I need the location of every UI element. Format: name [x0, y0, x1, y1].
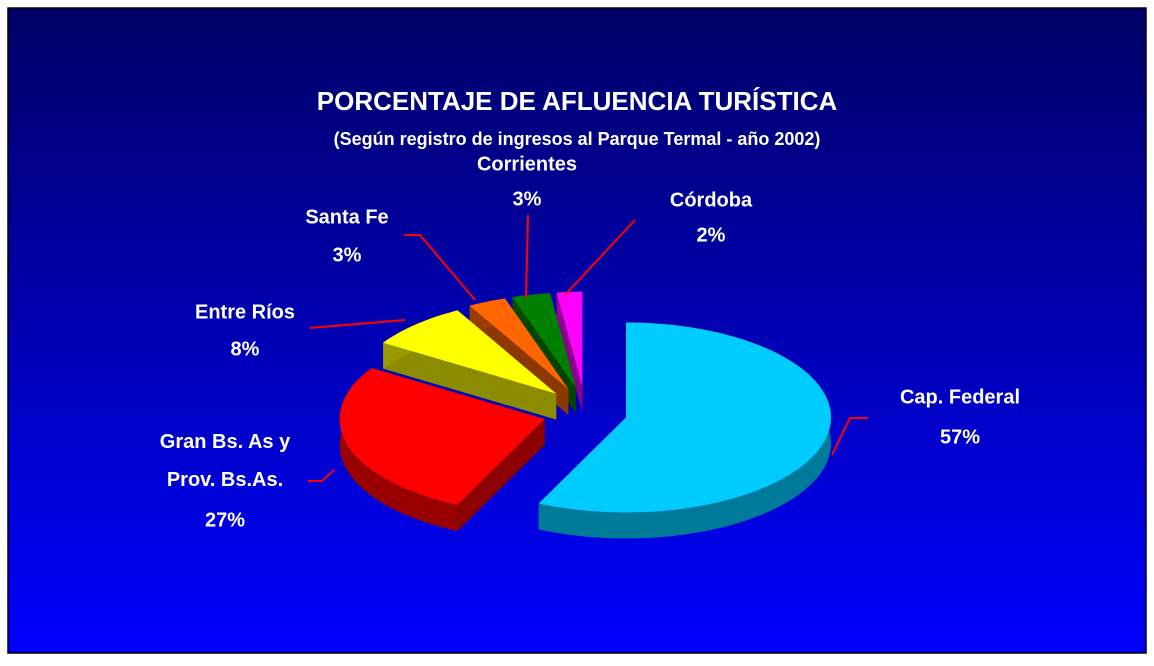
slice-label: Corrientes [477, 153, 577, 175]
slice-top [556, 291, 583, 387]
leader-line [525, 214, 529, 299]
value-label: 3% [333, 244, 362, 266]
pie-slice [339, 368, 545, 531]
label-line: Prov. Bs.As. [167, 469, 283, 491]
leader-line [831, 417, 868, 456]
slice-wall [556, 292, 583, 413]
slice-top [512, 293, 576, 388]
pie-slice [556, 291, 583, 413]
pie-slice [538, 322, 831, 539]
chart-subtitle: (Según registro de ingresos al Parque Te… [334, 129, 821, 149]
slice-wall [457, 419, 545, 531]
slice-side [538, 322, 831, 539]
slice-label: Entre Ríos [195, 301, 295, 323]
slice-top [383, 310, 557, 394]
leader-line [564, 219, 636, 296]
slice-side [339, 368, 458, 531]
leader-line [309, 319, 406, 329]
leader-line [404, 234, 476, 301]
value-label: 3% [513, 188, 542, 210]
value-label: 57% [940, 426, 980, 448]
slice-label: Córdoba [670, 189, 753, 211]
slice-top [339, 368, 545, 505]
pie-slice [383, 310, 557, 420]
slice-top [469, 298, 569, 389]
label-line: Gran Bs. As y [160, 431, 291, 453]
leader-line [308, 469, 335, 482]
value-label: 8% [231, 338, 260, 360]
slice-wall [383, 342, 557, 420]
chart-title: PORCENTAJE DE AFLUENCIA TURÍSTICA [317, 86, 838, 116]
slice-label: Cap. Federal [900, 386, 1020, 408]
slice-top [538, 322, 831, 513]
slice-label: Santa Fe [305, 206, 388, 228]
value-label: 27% [205, 509, 245, 531]
value-label: 2% [697, 224, 726, 246]
slice-label: Gran Bs. As y Prov. Bs.As. [160, 431, 291, 491]
